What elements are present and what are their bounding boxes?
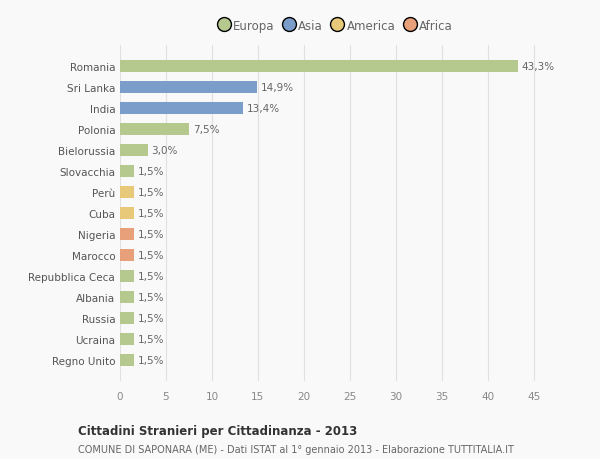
Text: COMUNE DI SAPONARA (ME) - Dati ISTAT al 1° gennaio 2013 - Elaborazione TUTTITALI: COMUNE DI SAPONARA (ME) - Dati ISTAT al … [78, 444, 514, 454]
Text: 1,5%: 1,5% [137, 355, 164, 365]
Bar [120, 103, 243, 114]
Text: 1,5%: 1,5% [137, 334, 164, 344]
Text: 1,5%: 1,5% [137, 208, 164, 218]
Bar [120, 187, 134, 198]
Text: 1,5%: 1,5% [137, 271, 164, 281]
Bar [120, 61, 518, 73]
Text: 7,5%: 7,5% [193, 125, 219, 134]
Text: 43,3%: 43,3% [521, 62, 555, 72]
Bar [120, 82, 257, 94]
Text: 1,5%: 1,5% [137, 188, 164, 197]
Text: 1,5%: 1,5% [137, 292, 164, 302]
Bar [120, 333, 134, 345]
Text: 1,5%: 1,5% [137, 167, 164, 177]
Text: 1,5%: 1,5% [137, 250, 164, 260]
Bar [120, 166, 134, 177]
Text: Cittadini Stranieri per Cittadinanza - 2013: Cittadini Stranieri per Cittadinanza - 2… [78, 425, 357, 437]
Bar [120, 291, 134, 303]
Bar [120, 354, 134, 366]
Text: 14,9%: 14,9% [260, 83, 294, 93]
Text: 3,0%: 3,0% [151, 146, 178, 156]
Text: 1,5%: 1,5% [137, 230, 164, 239]
Text: 13,4%: 13,4% [247, 104, 280, 114]
Bar [120, 229, 134, 240]
Bar [120, 124, 189, 135]
Text: 1,5%: 1,5% [137, 313, 164, 323]
Bar [120, 270, 134, 282]
Legend: Europa, Asia, America, Africa: Europa, Asia, America, Africa [214, 15, 458, 37]
Bar [120, 207, 134, 219]
Bar [120, 145, 148, 157]
Bar [120, 313, 134, 324]
Bar [120, 250, 134, 261]
